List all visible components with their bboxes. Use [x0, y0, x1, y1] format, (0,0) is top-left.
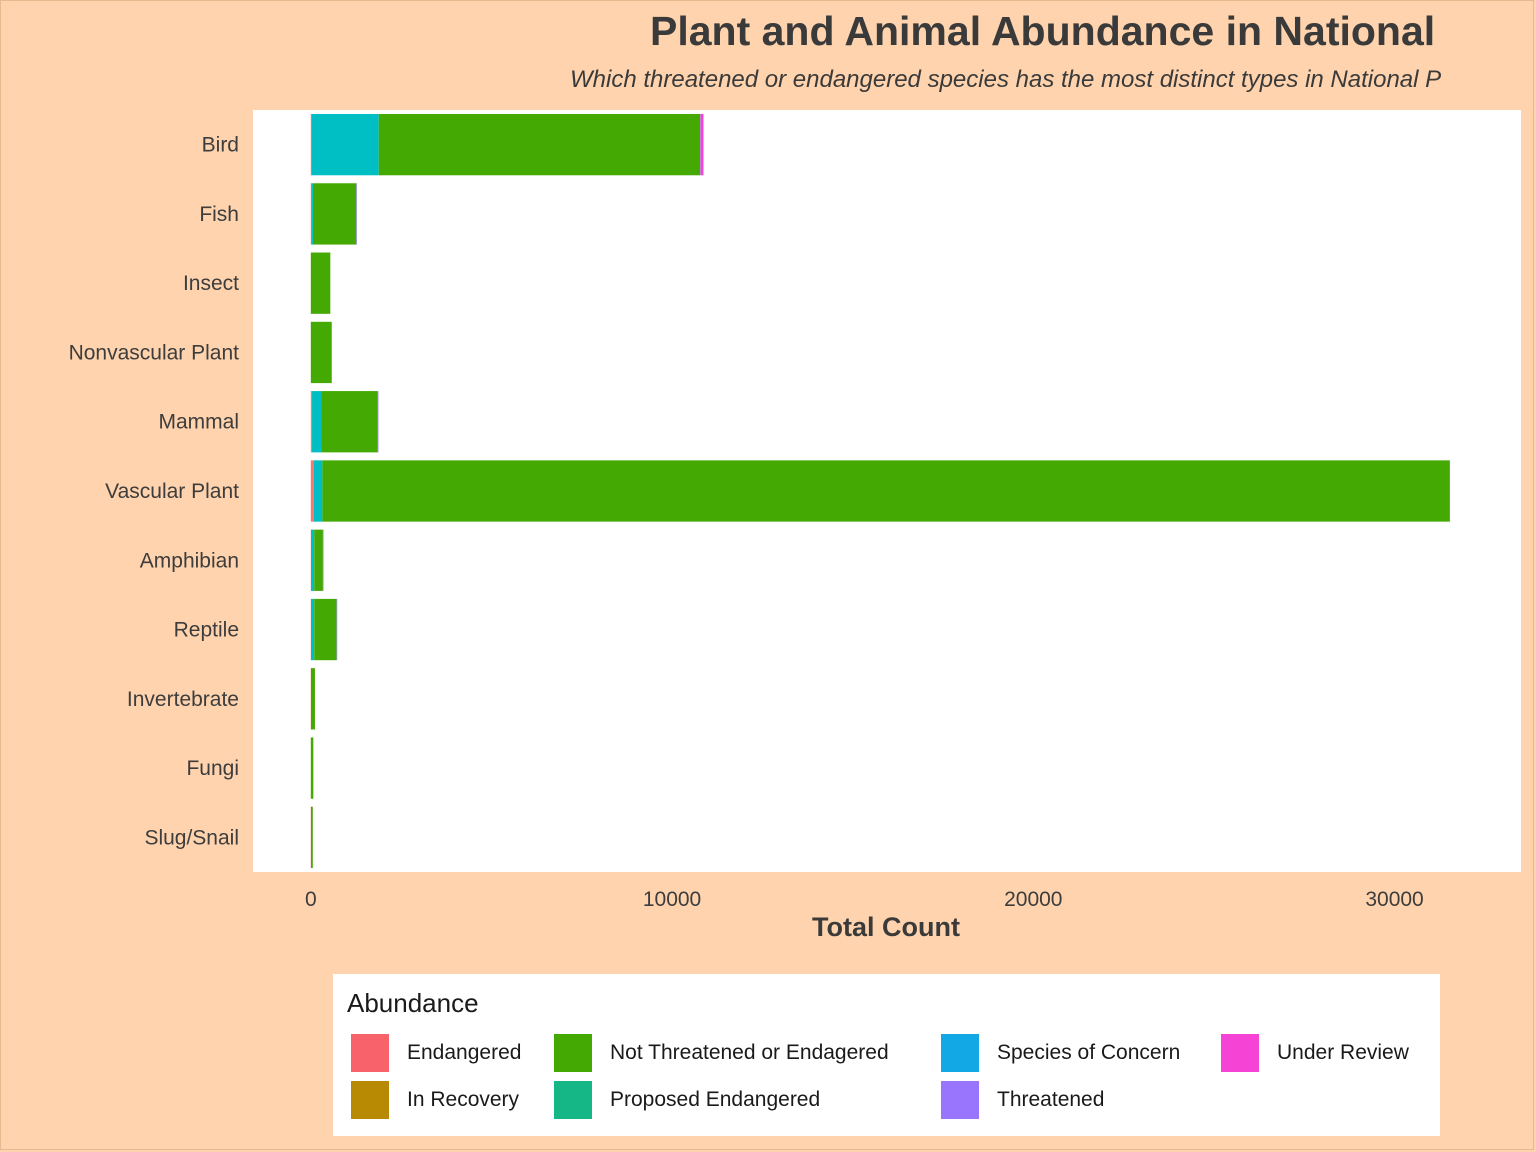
bar-fish-endangered: [310, 183, 312, 245]
bar-bird-endangered: [310, 113, 312, 176]
y-tick-label: Invertebrate: [127, 688, 239, 711]
legend-swatch: [349, 1079, 391, 1121]
y-tick-label: Amphibian: [140, 549, 239, 572]
x-axis-label: Total Count: [812, 912, 960, 942]
bar-vascular-plant-not-threatened-or-endagered: [322, 460, 1450, 522]
bar-bird-in-recovery: [311, 113, 313, 176]
bar-bird-under-review: [700, 113, 704, 176]
bar-mammal-species-of-concern: [312, 391, 322, 453]
bar-vascular-plant-threatened: [1449, 460, 1451, 522]
legend-label: Proposed Endangered: [610, 1088, 821, 1111]
legend-item-under-review: Under Review: [1219, 1032, 1409, 1074]
bar-vascular-plant-endangered: [310, 460, 314, 522]
bar-insect-not-threatened-or-endagered: [310, 252, 331, 314]
bar-fungi-not-threatened-or-endagered: [310, 737, 314, 799]
bar-mammal-not-threatened-or-endagered: [321, 391, 378, 453]
legend-item-species-of-concern: Species of Concern: [939, 1032, 1180, 1074]
y-tick-label: Bird: [202, 134, 239, 157]
bar-bird-species-of-concern: [311, 113, 379, 176]
legend-label: In Recovery: [407, 1088, 520, 1111]
legend-title: Abundance: [347, 988, 479, 1018]
y-tick-label: Reptile: [174, 619, 239, 642]
bar-bird-not-threatened-or-endagered: [378, 113, 701, 176]
legend-swatch: [939, 1079, 981, 1121]
legend-label: Threatened: [997, 1088, 1105, 1111]
x-tick-label: 20000: [1004, 888, 1062, 911]
bar-amphibian-species-of-concern: [310, 529, 315, 591]
legend-label: Species of Concern: [997, 1041, 1181, 1064]
bar-slug-snail-not-threatened-or-endagered: [310, 806, 313, 869]
x-tick-label: 30000: [1365, 888, 1423, 911]
bar-amphibian-threatened: [322, 529, 324, 591]
legend-label: Not Threatened or Endagered: [610, 1041, 889, 1064]
legend-swatch: [349, 1032, 391, 1074]
bar-fish-species-of-concern: [311, 183, 313, 245]
legend-swatch: [939, 1032, 981, 1074]
y-tick-label: Fungi: [186, 757, 239, 780]
bar-invertebrate-not-threatened-or-endagered: [310, 668, 315, 730]
y-tick-label: Slug/Snail: [144, 826, 239, 849]
x-tick-label: 0: [305, 888, 317, 911]
x-tick-label: 10000: [643, 888, 701, 911]
legend-item-not-threatened: Not Threatened or Endagered: [552, 1032, 889, 1074]
bar-mammal-endangered: [310, 391, 312, 453]
legend-item-threatened: Threatened: [939, 1079, 1104, 1121]
chart-subtitle: Which threatened or endangered species h…: [570, 66, 1442, 93]
bar-fish-threatened: [356, 183, 357, 245]
y-tick-label: Nonvascular Plant: [69, 341, 240, 364]
legend: Abundance Endangered In Recovery Not Thr…: [333, 974, 1440, 1136]
bar-nonvascular-plant-not-threatened-or-endagered: [310, 321, 332, 384]
bar-amphibian-not-threatened-or-endagered: [314, 529, 323, 591]
bar-bird-threatened: [700, 113, 701, 176]
y-tick-label: Mammal: [158, 411, 239, 434]
legend-label: Under Review: [1277, 1041, 1409, 1064]
legend-item-in-recovery: In Recovery: [349, 1079, 519, 1121]
y-tick-label: Insect: [183, 272, 239, 295]
legend-swatch: [552, 1079, 594, 1121]
bar-reptile-threatened: [336, 598, 338, 661]
bar-mammal-threatened: [377, 391, 379, 453]
y-tick-label: Fish: [199, 203, 239, 226]
legend-item-endangered: Endangered: [349, 1032, 521, 1074]
bar-reptile-species-of-concern: [310, 598, 315, 661]
bar-vascular-plant-species-of-concern: [313, 460, 323, 522]
legend-swatch: [552, 1032, 594, 1074]
legend-label: Endangered: [407, 1041, 522, 1064]
chart-title: Plant and Animal Abundance in National: [650, 8, 1436, 54]
bar-fish-not-threatened-or-endagered: [312, 183, 357, 245]
legend-swatch: [1219, 1032, 1261, 1074]
legend-item-proposed-endangered: Proposed Endangered: [552, 1079, 820, 1121]
title-area: Plant and Animal Abundance in National W…: [0, 0, 1536, 100]
bar-reptile-not-threatened-or-endagered: [314, 598, 337, 661]
y-tick-label: Vascular Plant: [105, 480, 239, 503]
